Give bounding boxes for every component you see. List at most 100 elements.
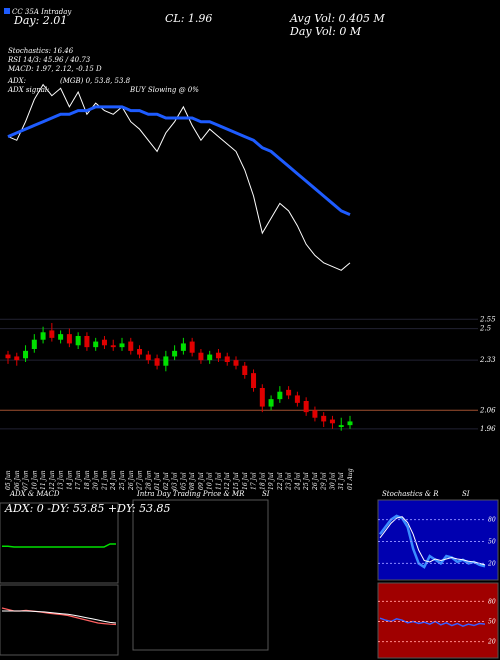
candle-body bbox=[119, 343, 125, 348]
rsi-line bbox=[379, 617, 486, 628]
x-tick-label: 17 Jun bbox=[75, 470, 82, 490]
adx-line bbox=[2, 543, 116, 548]
stoch-panel bbox=[377, 499, 499, 581]
x-tick-label: 18 Jun bbox=[84, 470, 91, 490]
x-tick-label: 23 Jul bbox=[286, 472, 293, 491]
header-dayvol: Day Vol: 0 M bbox=[289, 25, 362, 38]
x-tick-label: 24 Jul bbox=[294, 472, 301, 491]
candle-body bbox=[312, 410, 318, 418]
candle-body bbox=[242, 365, 248, 375]
x-tick-label: 22 Jul bbox=[277, 472, 284, 491]
stoch-tick: 80 bbox=[488, 517, 496, 524]
intra-title: Intra Day Trading Price & MR bbox=[136, 490, 245, 498]
rsi-text: RSI 14/3: 45.96 / 40.73 bbox=[7, 56, 91, 64]
candle-body bbox=[207, 354, 213, 361]
x-tick-label: 09 Jul bbox=[198, 472, 205, 490]
candle-body bbox=[66, 334, 72, 344]
rsi-tick: 20 bbox=[487, 639, 496, 646]
adx-title: ADX & MACD bbox=[9, 490, 60, 498]
candle-body bbox=[84, 336, 90, 348]
candle-body bbox=[224, 356, 230, 362]
rsi-tick: 50 bbox=[488, 619, 496, 626]
adx-label: ADX: bbox=[7, 77, 26, 85]
candle-body bbox=[93, 341, 99, 348]
x-tick-label: 16 Jul bbox=[242, 472, 249, 490]
x-tick-label: 13 Jun bbox=[58, 470, 65, 490]
ma-line bbox=[7, 105, 351, 216]
candle-body bbox=[338, 425, 344, 427]
x-tick-label: 24 Jun bbox=[110, 470, 117, 491]
header-vol: Avg Vol: 0.405 M bbox=[289, 12, 386, 25]
x-tick-label: 10 Jul bbox=[207, 472, 214, 490]
candle-body bbox=[215, 352, 221, 359]
intra-title2: SI bbox=[262, 490, 270, 498]
stoch-tick: 50 bbox=[488, 539, 496, 546]
x-tick-label: 01 Jul bbox=[154, 472, 161, 490]
y-tick-label: 2.33 bbox=[479, 356, 496, 364]
adx-panel-text: ADX: 0 -DY: 53.85 +DY: 53.85 bbox=[4, 502, 171, 515]
y-tick-label: 2.06 bbox=[479, 406, 496, 414]
candle-body bbox=[259, 388, 265, 407]
candle-body bbox=[251, 373, 257, 388]
rsi-panel bbox=[377, 582, 499, 659]
candle-body bbox=[286, 389, 292, 396]
header-name: CC 35A Intraday bbox=[12, 8, 72, 16]
x-tick-label: 05 Jun bbox=[5, 470, 12, 490]
x-tick-label: 06 Jun bbox=[14, 470, 21, 490]
candle-body bbox=[145, 354, 151, 361]
x-tick-label: 27 Jun bbox=[137, 470, 144, 491]
candle-body bbox=[277, 391, 283, 400]
candle-body bbox=[163, 356, 169, 366]
x-tick-label: 28 Jun bbox=[145, 470, 152, 491]
x-tick-label: 15 Jul bbox=[233, 472, 240, 490]
y-tick-label: 2.55 bbox=[479, 315, 496, 323]
adx-signal-label: ADX signal: bbox=[7, 86, 49, 94]
y-tick-label: 1.96 bbox=[480, 425, 496, 433]
candle-body bbox=[137, 349, 143, 355]
x-tick-label: 05 Jul bbox=[180, 472, 187, 490]
x-tick-label: 07 Jun bbox=[23, 470, 30, 490]
candle-body bbox=[180, 343, 186, 351]
candle-body bbox=[14, 356, 20, 361]
candle-body bbox=[294, 395, 300, 403]
intraday-panel bbox=[132, 499, 269, 651]
x-tick-label: 20 Jun bbox=[93, 470, 100, 491]
x-tick-label: 29 Jul bbox=[321, 472, 328, 491]
x-tick-label: 01 Aug bbox=[347, 468, 354, 490]
legend-square bbox=[4, 8, 10, 14]
rsi-tick: 80 bbox=[488, 598, 496, 605]
header-day: Day: 2.01 bbox=[13, 14, 67, 27]
candle-body bbox=[321, 415, 327, 422]
stoch-signal-line bbox=[379, 516, 486, 566]
adx-panel bbox=[0, 502, 119, 584]
macd-text: MACD: 1.97, 2.12, -0.15 D bbox=[7, 65, 102, 73]
x-tick-label: 14 Jun bbox=[66, 470, 73, 490]
x-tick-label: 26 Jun bbox=[128, 470, 135, 491]
x-tick-label: 03 Jul bbox=[172, 472, 179, 490]
x-tick-label: 11 Jun bbox=[40, 470, 47, 490]
x-tick-label: 12 Jun bbox=[49, 470, 56, 490]
x-tick-label: 25 Jul bbox=[303, 472, 310, 491]
candle-body bbox=[128, 341, 134, 351]
candle-body bbox=[5, 354, 11, 359]
candle-body bbox=[23, 350, 29, 359]
candle-body bbox=[172, 350, 178, 357]
candle-body bbox=[40, 332, 46, 340]
candle-body bbox=[58, 334, 64, 340]
candle-body bbox=[303, 401, 309, 413]
x-tick-label: 17 Jul bbox=[251, 472, 258, 490]
header-close: CL: 1.96 bbox=[165, 12, 212, 25]
candle-body bbox=[49, 330, 55, 338]
x-tick-label: 26 Jul bbox=[312, 472, 319, 491]
x-tick-label: 25 Jun bbox=[119, 470, 126, 491]
x-tick-label: 11 Jul bbox=[215, 472, 222, 490]
candle-body bbox=[198, 352, 204, 361]
stoch-title: Stochastics & R bbox=[382, 490, 439, 498]
candle-body bbox=[268, 399, 274, 407]
x-tick-label: 08 Jul bbox=[189, 472, 196, 490]
x-tick-label: 21 Jun bbox=[101, 470, 108, 491]
candle-body bbox=[101, 339, 107, 346]
stoch-line bbox=[379, 514, 486, 569]
candle-body bbox=[110, 345, 116, 348]
